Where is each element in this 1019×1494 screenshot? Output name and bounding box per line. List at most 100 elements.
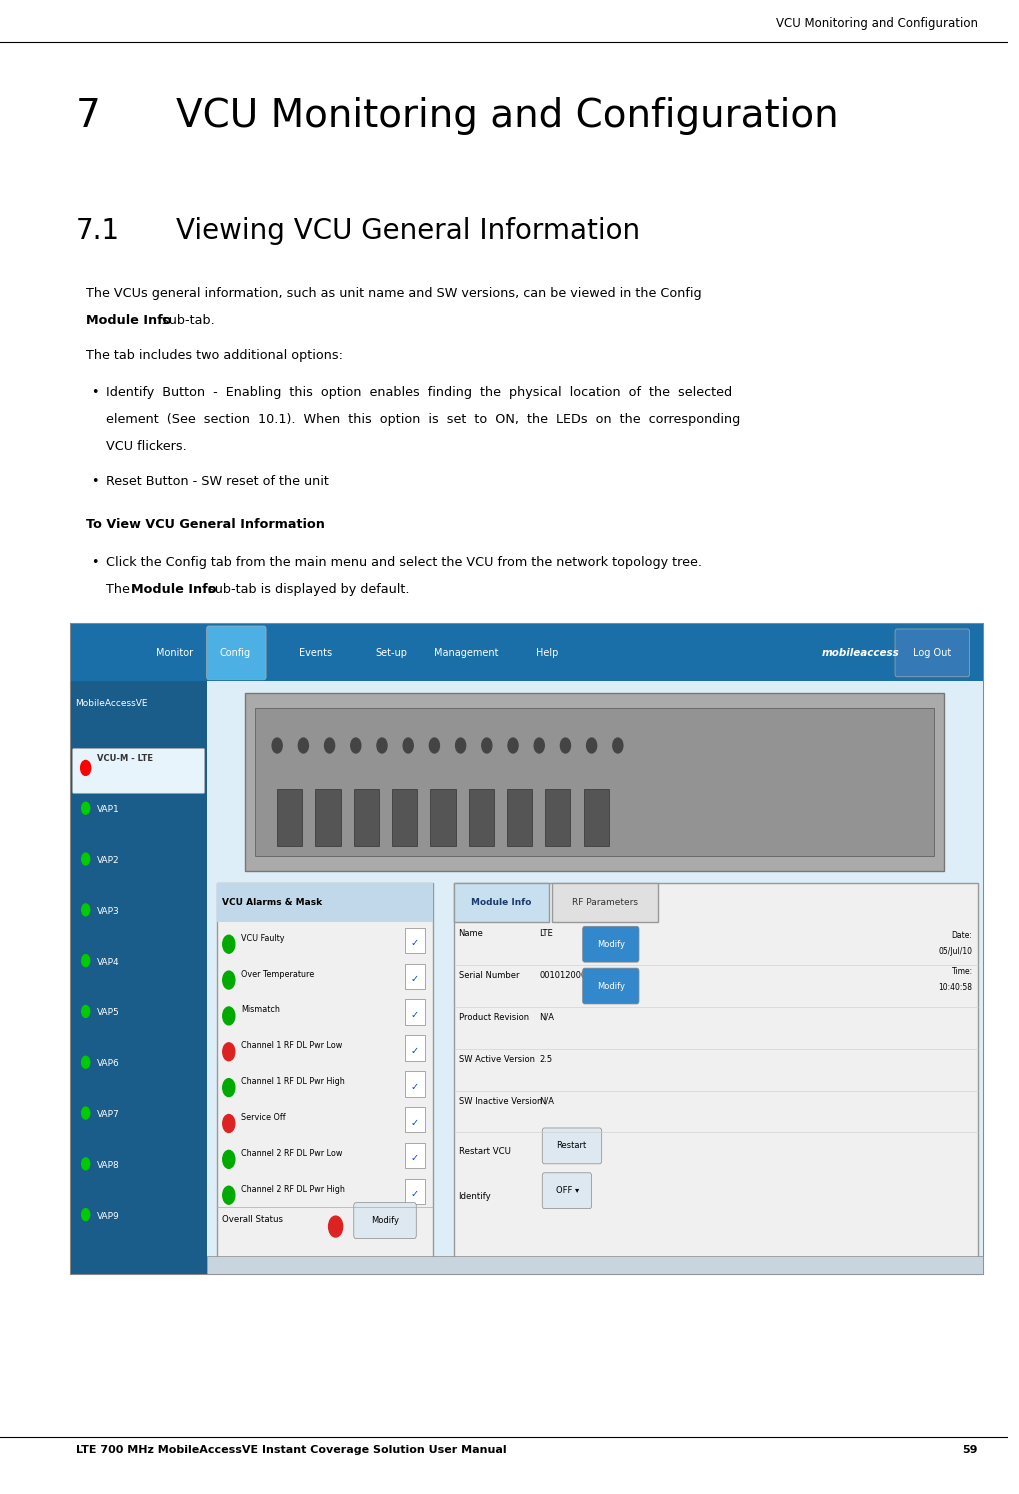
FancyBboxPatch shape <box>542 1128 601 1164</box>
Circle shape <box>324 738 334 753</box>
Text: VAP2: VAP2 <box>97 856 119 865</box>
Circle shape <box>299 738 309 753</box>
FancyBboxPatch shape <box>406 1035 425 1061</box>
FancyBboxPatch shape <box>583 926 639 962</box>
Text: VAP4: VAP4 <box>97 958 119 967</box>
Text: Monitor: Monitor <box>156 648 193 657</box>
FancyBboxPatch shape <box>255 708 934 856</box>
Circle shape <box>82 1158 90 1170</box>
FancyBboxPatch shape <box>406 1107 425 1132</box>
FancyBboxPatch shape <box>895 629 970 677</box>
Text: 7.1: 7.1 <box>75 217 119 245</box>
FancyBboxPatch shape <box>406 1143 425 1168</box>
Text: Date:: Date: <box>952 931 972 940</box>
FancyBboxPatch shape <box>453 883 549 922</box>
FancyBboxPatch shape <box>72 748 205 793</box>
FancyBboxPatch shape <box>70 624 982 681</box>
Text: VAP7: VAP7 <box>97 1110 119 1119</box>
Text: VCU Alarms & Mask: VCU Alarms & Mask <box>222 898 322 907</box>
Text: SW Active Version: SW Active Version <box>459 1055 535 1064</box>
Circle shape <box>429 738 439 753</box>
Text: Restart VCU: Restart VCU <box>459 1147 511 1156</box>
Text: The tab includes two additional options:: The tab includes two additional options: <box>86 348 342 362</box>
Circle shape <box>82 1107 90 1119</box>
Text: Modify: Modify <box>597 940 625 949</box>
Text: MobileAccessVE: MobileAccessVE <box>75 699 148 708</box>
FancyBboxPatch shape <box>469 789 494 846</box>
Text: •: • <box>91 556 98 569</box>
Text: 7: 7 <box>75 97 101 134</box>
FancyBboxPatch shape <box>406 1179 425 1204</box>
Text: 2.5: 2.5 <box>539 1055 552 1064</box>
Text: VCU Monitoring and Configuration: VCU Monitoring and Configuration <box>775 16 977 30</box>
FancyBboxPatch shape <box>406 964 425 989</box>
Circle shape <box>272 738 282 753</box>
Text: •: • <box>91 475 98 489</box>
Text: VCU-M - LTE: VCU-M - LTE <box>97 754 153 763</box>
Text: mobileaccess: mobileaccess <box>821 648 899 657</box>
Text: ✓: ✓ <box>411 1046 419 1056</box>
Text: 10:40:58: 10:40:58 <box>938 983 972 992</box>
Circle shape <box>223 1115 234 1132</box>
Circle shape <box>223 1079 234 1097</box>
FancyBboxPatch shape <box>354 789 379 846</box>
Circle shape <box>223 1007 234 1025</box>
Circle shape <box>82 1209 90 1221</box>
Circle shape <box>508 738 518 753</box>
Text: N/A: N/A <box>539 1013 554 1022</box>
Text: 59: 59 <box>962 1445 977 1455</box>
Text: Reset Button - SW reset of the unit: Reset Button - SW reset of the unit <box>106 475 329 489</box>
FancyBboxPatch shape <box>277 789 303 846</box>
Text: The VCUs general information, such as unit name and SW versions, can be viewed i: The VCUs general information, such as un… <box>86 287 701 300</box>
Text: Channel 2 RF DL Pwr Low: Channel 2 RF DL Pwr Low <box>240 1149 342 1158</box>
Circle shape <box>455 738 466 753</box>
Circle shape <box>81 760 91 775</box>
Circle shape <box>82 955 90 967</box>
Text: ✓: ✓ <box>411 974 419 985</box>
Text: ✓: ✓ <box>411 1189 419 1200</box>
Text: Config: Config <box>219 648 251 657</box>
Text: Product Revision: Product Revision <box>459 1013 529 1022</box>
Circle shape <box>328 1216 342 1237</box>
Text: •: • <box>91 387 98 399</box>
Text: Viewing VCU General Information: Viewing VCU General Information <box>176 217 641 245</box>
Text: Serial Number: Serial Number <box>459 971 519 980</box>
Circle shape <box>377 738 387 753</box>
Circle shape <box>223 1150 234 1168</box>
Text: VAP1: VAP1 <box>97 805 119 814</box>
FancyBboxPatch shape <box>584 789 608 846</box>
Text: Restart: Restart <box>556 1141 587 1150</box>
Text: Modify: Modify <box>597 982 625 991</box>
Text: Mismatch: Mismatch <box>240 1005 280 1014</box>
FancyBboxPatch shape <box>70 681 207 1274</box>
Text: ✓: ✓ <box>411 1153 419 1164</box>
Text: OFF ▾: OFF ▾ <box>555 1186 579 1195</box>
FancyBboxPatch shape <box>552 883 658 922</box>
FancyBboxPatch shape <box>545 789 571 846</box>
Text: Module Info: Module Info <box>131 583 216 596</box>
Text: RF Parameters: RF Parameters <box>573 898 638 907</box>
Circle shape <box>82 1056 90 1068</box>
Text: Set-up: Set-up <box>375 648 407 657</box>
Text: Channel 1 RF DL Pwr High: Channel 1 RF DL Pwr High <box>240 1077 344 1086</box>
Text: VAP3: VAP3 <box>97 907 119 916</box>
Circle shape <box>223 971 234 989</box>
Circle shape <box>82 853 90 865</box>
Text: The: The <box>106 583 133 596</box>
Text: Modify: Modify <box>371 1216 399 1225</box>
Text: LTE 700 MHz MobileAccessVE Instant Coverage Solution User Manual: LTE 700 MHz MobileAccessVE Instant Cover… <box>75 1445 506 1455</box>
Text: Name: Name <box>459 929 483 938</box>
Text: VAP5: VAP5 <box>97 1008 119 1017</box>
Text: ✓: ✓ <box>411 1010 419 1020</box>
FancyBboxPatch shape <box>207 1256 982 1274</box>
FancyBboxPatch shape <box>406 928 425 953</box>
Text: 00101200039: 00101200039 <box>539 971 597 980</box>
Text: VAP9: VAP9 <box>97 1212 119 1221</box>
Text: VAP8: VAP8 <box>97 1161 119 1170</box>
Text: VCU flickers.: VCU flickers. <box>106 441 186 453</box>
FancyBboxPatch shape <box>507 789 532 846</box>
Text: sub-tab is displayed by default.: sub-tab is displayed by default. <box>204 583 409 596</box>
Text: Channel 1 RF DL Pwr Low: Channel 1 RF DL Pwr Low <box>240 1041 342 1050</box>
Text: Identify: Identify <box>459 1192 491 1201</box>
Text: Identify  Button  -  Enabling  this  option  enables  finding  the  physical  lo: Identify Button - Enabling this option e… <box>106 387 732 399</box>
